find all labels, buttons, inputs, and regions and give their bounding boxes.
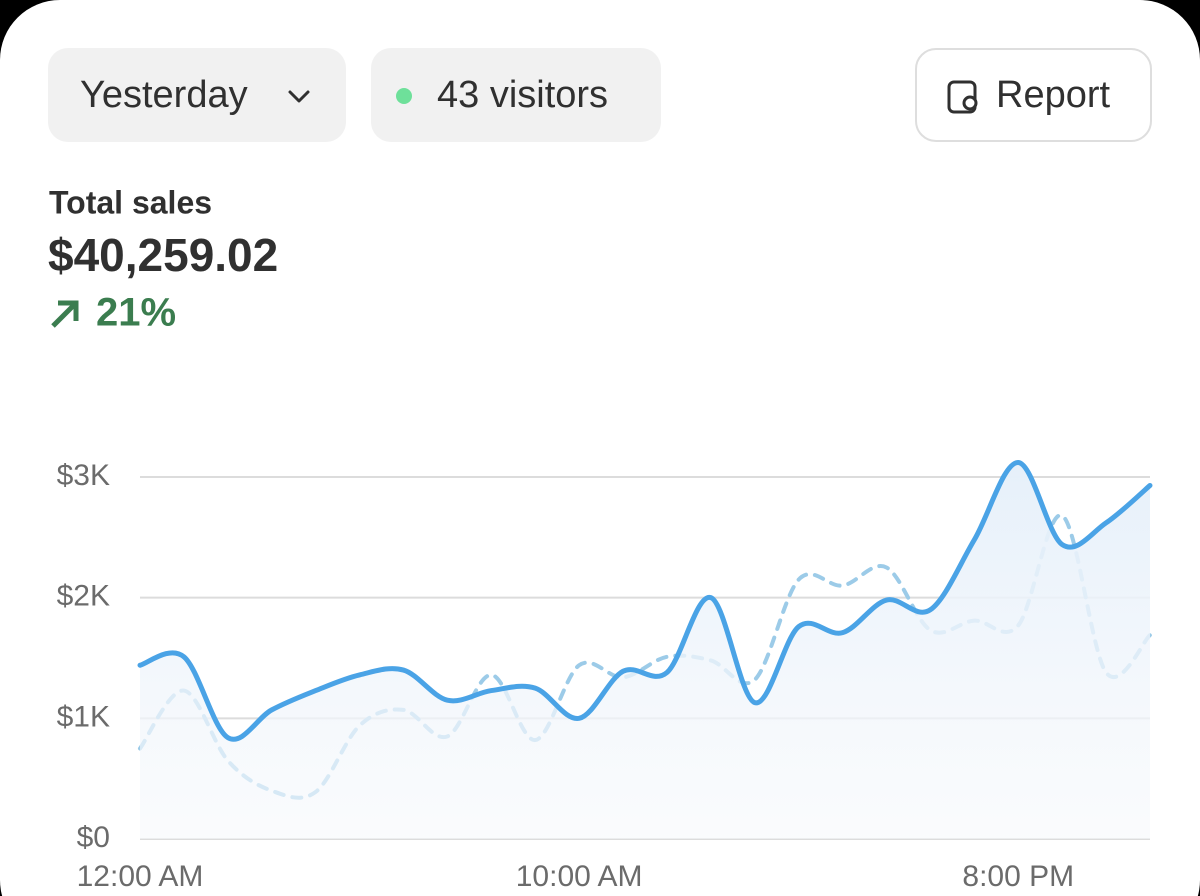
sales-line	[137, 460, 1153, 742]
visitors-chip[interactable]: 43 visitors	[371, 48, 661, 142]
chevron-icon[interactable]	[288, 90, 310, 103]
y-tick-label: $3K	[57, 459, 110, 492]
x-tick-label: 10:00 AM	[516, 860, 643, 893]
button-label[interactable]: Report	[996, 74, 1110, 116]
status-dot	[396, 88, 412, 104]
y-tick-label: $2K	[57, 580, 110, 613]
report-icon[interactable]	[947, 80, 977, 114]
trend-up-icon	[51, 300, 79, 328]
metric-change: 21%	[96, 291, 176, 335]
y-tick-label: $1K	[57, 700, 110, 733]
period-chip[interactable]: Yesterday	[48, 48, 346, 142]
area	[140, 462, 1150, 839]
report-icon-lens[interactable]	[962, 95, 978, 111]
metric-value: $40,259.02	[48, 229, 278, 281]
report-button[interactable]: Report	[915, 48, 1152, 142]
chip-bg[interactable]	[48, 48, 346, 142]
button-bg[interactable]	[915, 48, 1152, 142]
y-tick-label: $0	[77, 821, 110, 854]
chip-bg[interactable]	[371, 48, 661, 142]
metric-label: Total sales	[49, 184, 212, 220]
chip-label[interactable]: Yesterday	[80, 74, 248, 116]
x-tick-label: 12:00 AM	[77, 860, 204, 893]
x-tick-label: 8:00 PM	[962, 860, 1074, 893]
chip-label[interactable]: 43 visitors	[437, 74, 608, 116]
